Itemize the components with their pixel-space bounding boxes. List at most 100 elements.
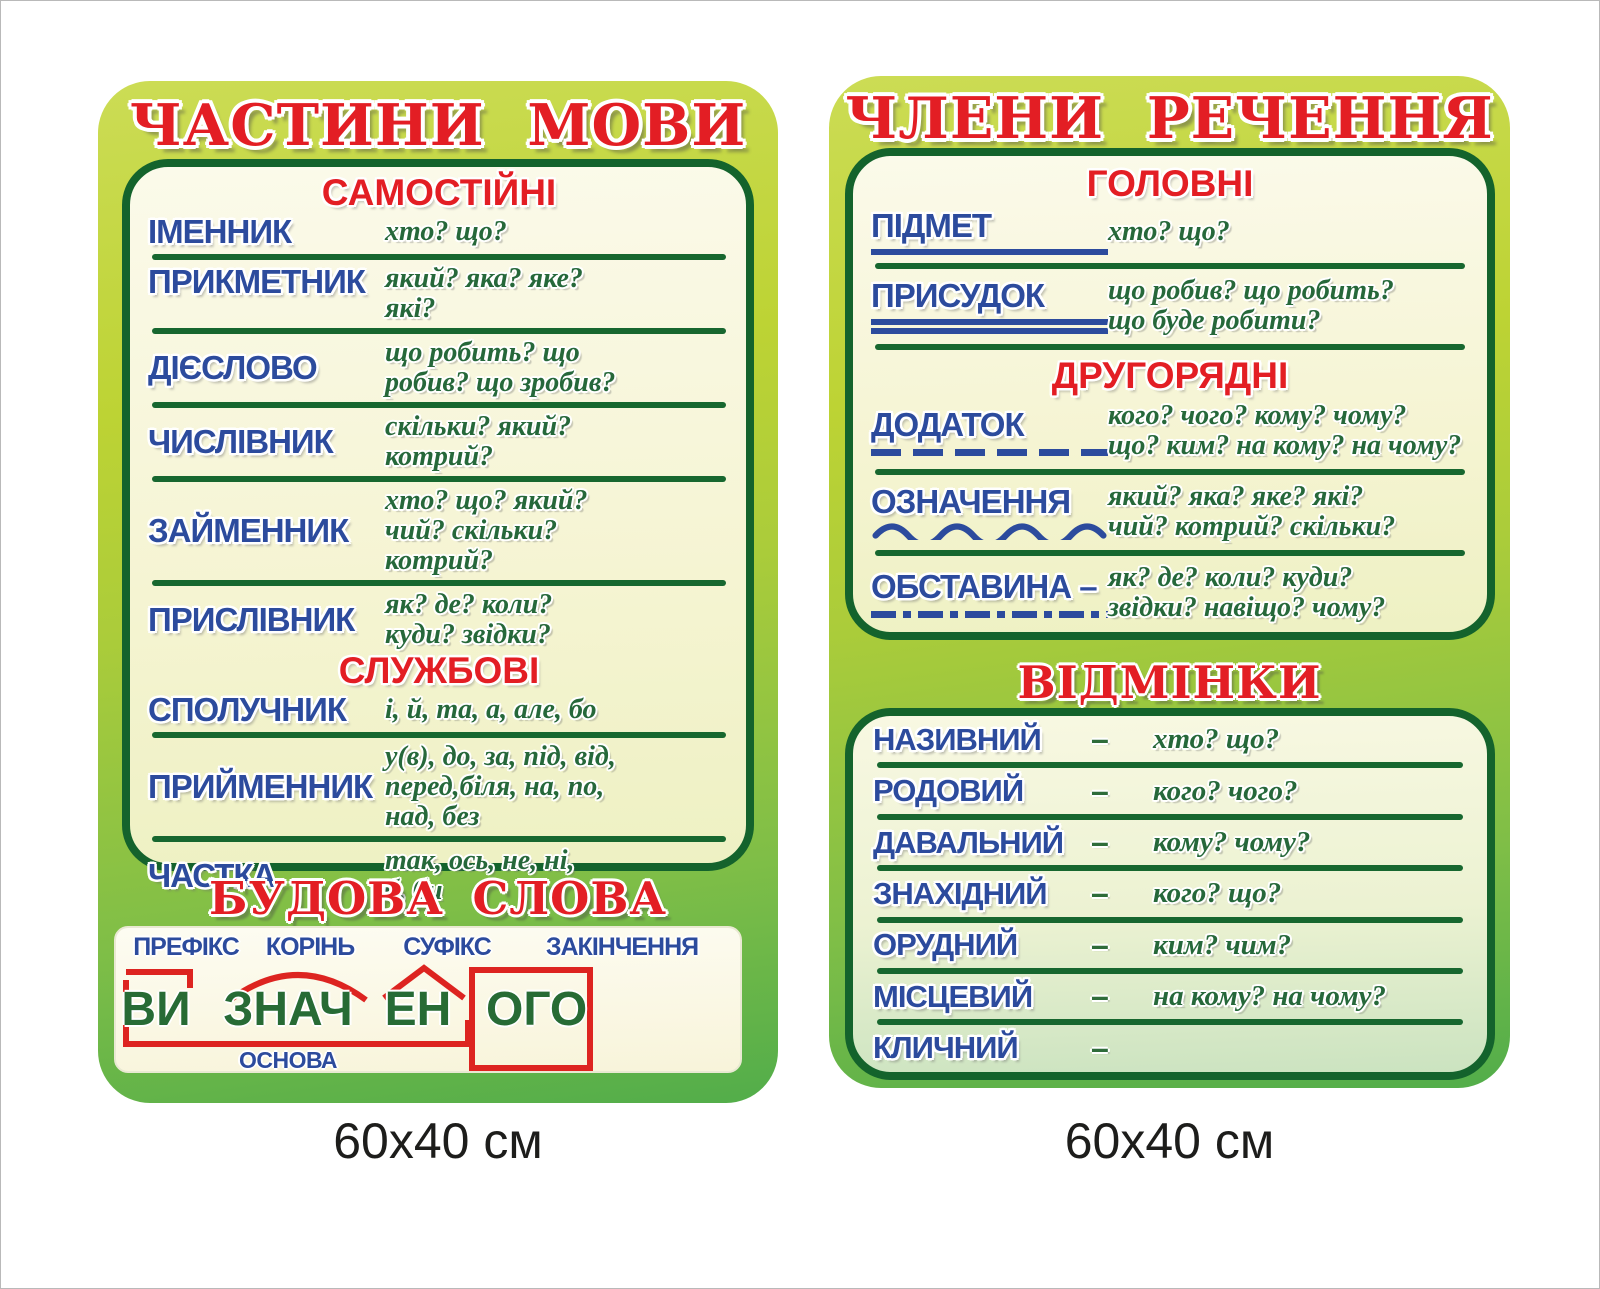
row-question: і, й, та, а, але, бо xyxy=(385,694,597,725)
table-row: МІСЦЕВИЙ – на кому? на чому? xyxy=(873,978,1467,1015)
case-name: ЗНАХІДНИЙ xyxy=(873,875,1048,911)
row-term: ПРИЙМЕННИК xyxy=(148,768,373,805)
row-divider xyxy=(875,549,1465,556)
row-divider xyxy=(877,762,1463,769)
suffix-roof-mark xyxy=(382,964,466,1001)
section-header-secondary: ДРУГОРЯДНІ xyxy=(1051,355,1289,397)
suffix-label: СУФІКС xyxy=(403,933,492,961)
case-question: хто? що? xyxy=(1153,723,1280,756)
row-divider xyxy=(152,328,726,334)
poster-right-title: ЧЛЕНИ РЕЧЕННЯ xyxy=(845,85,1494,152)
adverbial-underline xyxy=(871,610,1108,618)
case-name: ДАВАЛЬНИЙ xyxy=(873,824,1064,860)
poster-parts-of-speech: ЧАСТИНИ МОВИ САМОСТІЙНІ ІМЕННИК хто? що?… xyxy=(98,81,778,1103)
table-row: ПРИЙМЕННИК у(в), до, за, під, від, перед… xyxy=(148,741,730,833)
word-structure-marks xyxy=(123,964,593,1071)
section-header-main: ГОЛОВНІ xyxy=(1086,162,1254,204)
row-term: ІМЕННИК xyxy=(148,213,292,250)
case-question: кого? що? xyxy=(1153,877,1282,910)
table-row: СПОЛУЧНИК і, й, та, а, але, бо xyxy=(148,691,730,729)
row-question: скільки? який? котрий? xyxy=(385,411,572,472)
row-term: ОЗНАЧЕННЯ xyxy=(871,483,1071,521)
base-label: ОСНОВА xyxy=(238,1047,338,1073)
row-term: ЧАСТКА xyxy=(148,857,276,894)
table-row: ЗАЙМЕННИК хто? що? який? чий? скільки? к… xyxy=(148,485,730,577)
word-structure-title: БУДОВА СЛОВА xyxy=(208,872,668,925)
subject-underline xyxy=(871,249,1108,256)
row-question: у(в), до, за, під, від, перед,біля, на, … xyxy=(385,741,616,832)
word-part-root: ЗНАЧ xyxy=(223,983,353,1036)
table-row: ОРУДНИЙ – ким? чим? xyxy=(873,927,1467,964)
row-term: ПРИКМЕТНИК xyxy=(148,263,366,300)
row-divider xyxy=(152,402,726,408)
row-term: СПОЛУЧНИК xyxy=(148,691,347,728)
row-term: ПРИСЛІВНИК xyxy=(148,601,355,638)
row-term: ЧИСЛІВНИК xyxy=(148,423,334,460)
case-name: НАЗИВНИЙ xyxy=(873,721,1042,757)
dash: – xyxy=(1091,978,1109,1015)
case-question: на кому? на чому? xyxy=(1153,980,1387,1013)
cases-title: ВІДМІНКИ xyxy=(1017,656,1322,709)
row-question: кого? чого? кому? чому? що? ким? на кому… xyxy=(1108,400,1462,462)
table-row: ЗНАХІДНИЙ – кого? що? xyxy=(873,875,1467,912)
table-row: ПРИСЛІВНИК як? де? коли? куди? звідки? xyxy=(148,589,730,651)
word-part-suffix: ЕН xyxy=(384,983,452,1036)
table-row: КЛИЧНИЙ – xyxy=(873,1030,1467,1067)
dash: – xyxy=(1091,721,1109,758)
word-part-prefix: ВИ xyxy=(121,983,191,1036)
dash: – xyxy=(1091,824,1109,861)
table-row: ДІЄСЛОВО що робить? що робив? що зробив? xyxy=(148,337,730,399)
case-question: кого? чого? xyxy=(1153,774,1298,807)
table-row: ЧИСЛІВНИК скільки? який? котрий? xyxy=(148,411,730,473)
dash: – xyxy=(1091,926,1109,963)
row-question: хто? що? xyxy=(385,216,507,247)
row-divider xyxy=(877,916,1463,923)
row-divider xyxy=(877,865,1463,872)
dash: – xyxy=(1091,875,1109,912)
row-question: хто? що? xyxy=(1108,215,1230,247)
row-term: ПІДМЕТ xyxy=(871,207,992,245)
table-row: ОБСТАВИНА – як? де? коли? куди? звідки? … xyxy=(871,562,1469,624)
table-row: ПІДМЕТ хто? що? xyxy=(871,207,1469,256)
sentence-members-table: ГОЛОВНІ ПІДМЕТ хто? що? ПРИСУДОК що роби… xyxy=(845,148,1495,640)
row-question: як? де? коли? куди? звідки? навіщо? чому… xyxy=(1108,562,1386,624)
section-header-auxiliary: СЛУЖБОВІ xyxy=(338,650,540,691)
row-divider xyxy=(152,476,726,482)
prefix-mark xyxy=(126,969,193,988)
row-question: що робить? що робив? що зробив? xyxy=(385,337,616,398)
case-question: ким? чим? xyxy=(1153,928,1292,961)
root-label: КОРІНЬ xyxy=(265,933,355,961)
table-row: ОЗНАЧЕННЯ який? яка? яке? які? чий? котр… xyxy=(871,481,1469,543)
cases-table: НАЗИВНИЙ – хто? що? РОДОВИЙ – кого? чого… xyxy=(845,708,1495,1080)
ending-box-mark xyxy=(469,967,593,1071)
row-divider xyxy=(877,968,1463,975)
row-question: який? яка? яке? які? xyxy=(385,263,583,324)
term-with-underline: ОЗНАЧЕННЯ xyxy=(871,483,1108,541)
table-row: ЧАСТКА так, ось, не, ні, б, би xyxy=(148,845,730,907)
table-row: ПРИКМЕТНИК який? яка? яке? які? xyxy=(148,263,730,325)
table-row: ДАВАЛЬНИЙ – кому? чому? xyxy=(873,824,1467,861)
poster-sentence-members: ЧЛЕНИ РЕЧЕННЯ ГОЛОВНІ ПІДМЕТ хто? що? ПР… xyxy=(829,76,1510,1088)
term-with-underline: ПРИСУДОК xyxy=(871,278,1108,335)
row-divider xyxy=(152,732,726,738)
row-divider xyxy=(875,262,1465,269)
row-divider xyxy=(875,343,1465,350)
dash: – xyxy=(1091,772,1109,809)
case-name: ОРУДНИЙ xyxy=(873,927,1018,963)
table-row: НАЗИВНИЙ – хто? що? xyxy=(873,721,1467,758)
object-underline xyxy=(871,448,1108,456)
row-term: ОБСТАВИНА – xyxy=(871,567,1098,605)
attribute-wavy-underline xyxy=(872,523,1107,541)
row-divider xyxy=(152,254,726,260)
table-row: ІМЕННИК хто? що? xyxy=(148,213,730,251)
size-label-right: 60x40 см xyxy=(1064,1113,1275,1169)
row-divider xyxy=(877,813,1463,820)
row-divider xyxy=(877,1019,1463,1026)
row-question: хто? що? який? чий? скільки? котрий? xyxy=(385,485,588,576)
table-row: ПРИСУДОК що робив? що робить? що буде ро… xyxy=(871,275,1469,337)
ending-label: ЗАКІНЧЕННЯ xyxy=(545,933,699,961)
base-bracket-mark xyxy=(123,980,471,1047)
row-term: ДОДАТОК xyxy=(871,405,1025,443)
row-term: ЗАЙМЕННИК xyxy=(148,512,349,549)
